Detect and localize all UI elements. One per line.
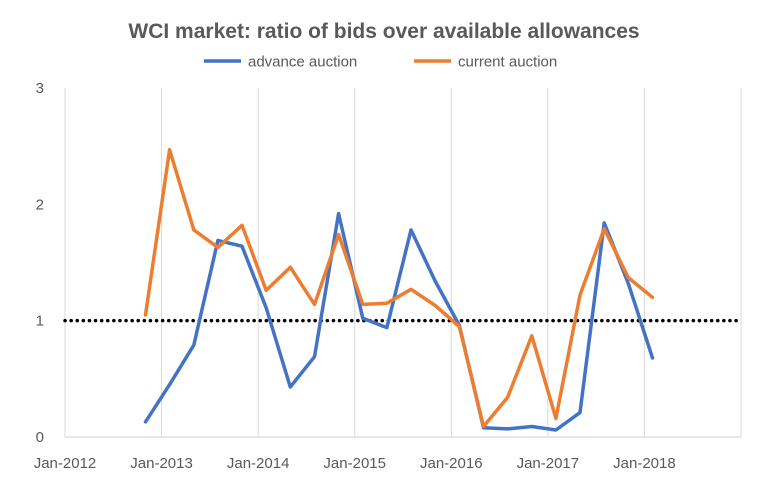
- x-tick-label: Jan-2015: [323, 455, 386, 472]
- series-layer: [143, 147, 655, 432]
- x-tick-label: Jan-2012: [34, 455, 97, 472]
- chart-title: WCI market: ratio of bids over available…: [128, 20, 639, 43]
- series-line-current-auction: [143, 147, 655, 429]
- y-tick-label: 2: [36, 196, 44, 213]
- y-tick-label: 1: [36, 313, 44, 330]
- x-tick-label: Jan-2014: [227, 455, 290, 472]
- x-tick-label: Jan-2016: [420, 455, 483, 472]
- gridlines: [64, 88, 742, 437]
- x-tick-label: Jan-2013: [130, 455, 193, 472]
- y-tick-label: 0: [36, 429, 44, 446]
- axes: Jan-2012 Jan-2013 Jan-2014 Jan-2015 Jan-2016…: [34, 80, 741, 472]
- x-tick-label: Jan-2017: [517, 455, 580, 472]
- y-tick-label: 3: [36, 80, 44, 97]
- legend: advance auction current auction: [204, 54, 557, 71]
- legend-label-current: current auction: [458, 54, 557, 71]
- x-tick-label: Jan-2018: [613, 455, 676, 472]
- legend-label-advance: advance auction: [248, 54, 357, 71]
- series-line-advance-auction: [143, 211, 655, 432]
